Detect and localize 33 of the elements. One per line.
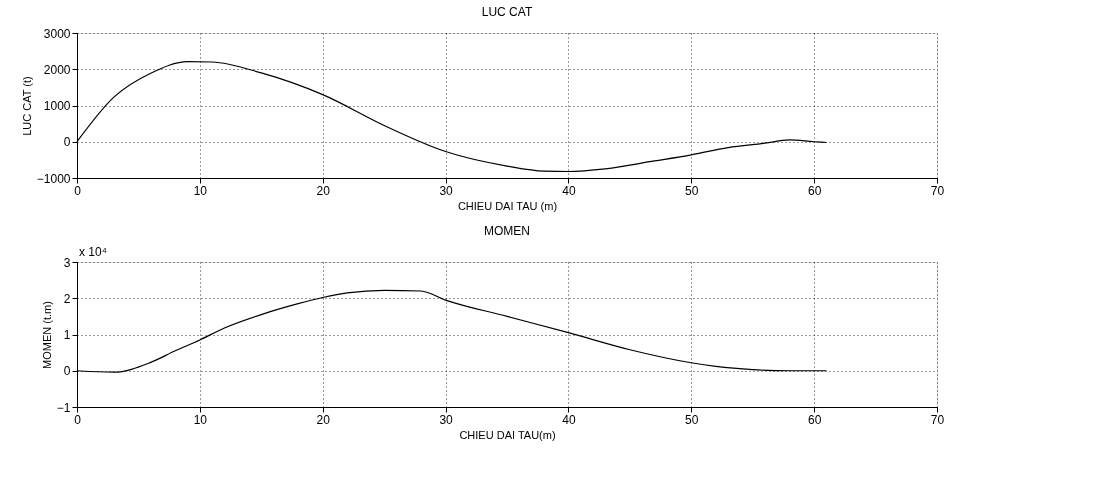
y-tick-label: 0 [63, 135, 71, 150]
y-tick-label: 0 [63, 364, 71, 379]
x-tick-label: 60 [807, 412, 822, 427]
y-tick-label: −1 [56, 400, 71, 415]
x-tick-label: 40 [562, 183, 576, 198]
y-tick-label: 3000 [43, 26, 71, 41]
chart-title: LUC CAT [481, 5, 533, 19]
y-axis-title: MOMEN (t.m) [40, 301, 53, 369]
chart-title: MOMEN [484, 224, 530, 238]
x-tick-label: 30 [439, 412, 454, 427]
x-tick-label: 50 [685, 412, 699, 427]
text: x 10⁴ [79, 245, 107, 259]
x-tick-label: 10 [193, 183, 208, 198]
y-tick-label: 2000 [43, 62, 71, 77]
y-axis-title: LUC CAT (t) [20, 76, 33, 136]
x-axis-title: CHIEU DAI TAU (m) [457, 199, 558, 212]
x-tick-label: 40 [562, 412, 576, 427]
x-tick-label: 70 [930, 412, 945, 427]
x-tick-label: 0 [74, 183, 82, 198]
x-tick-label: 10 [193, 412, 208, 427]
x-tick-label: 70 [930, 183, 945, 198]
y-tick-label: 1000 [43, 99, 71, 113]
y-tick-label: 1 [63, 328, 71, 342]
y-tick-label: −1000 [36, 171, 71, 186]
x-tick-label: 20 [316, 183, 331, 198]
x-tick-label: 20 [316, 412, 331, 427]
x-axis-title: CHIEU DAI TAU(m) [459, 428, 556, 441]
y-tick-label: 3 [63, 255, 71, 270]
x-tick-label: 50 [685, 183, 699, 198]
x-tick-label: 0 [74, 412, 82, 427]
x-tick-label: 60 [807, 183, 822, 198]
x-tick-label: 30 [439, 183, 454, 198]
y-tick-label: 2 [63, 291, 71, 306]
